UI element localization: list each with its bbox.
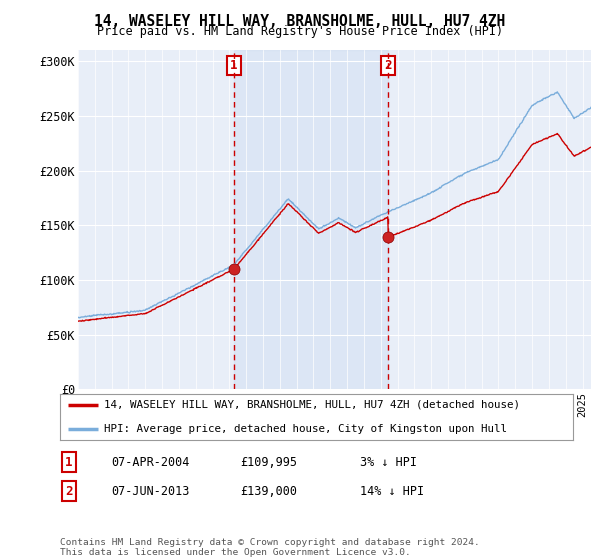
Text: HPI: Average price, detached house, City of Kingston upon Hull: HPI: Average price, detached house, City…	[104, 423, 506, 433]
Text: 07-APR-2004: 07-APR-2004	[111, 455, 190, 469]
Text: 14, WASELEY HILL WAY, BRANSHOLME, HULL, HU7 4ZH: 14, WASELEY HILL WAY, BRANSHOLME, HULL, …	[94, 14, 506, 29]
Text: Price paid vs. HM Land Registry's House Price Index (HPI): Price paid vs. HM Land Registry's House …	[97, 25, 503, 38]
Text: 3% ↓ HPI: 3% ↓ HPI	[360, 455, 417, 469]
Text: 14, WASELEY HILL WAY, BRANSHOLME, HULL, HU7 4ZH (detached house): 14, WASELEY HILL WAY, BRANSHOLME, HULL, …	[104, 400, 520, 410]
Text: 1: 1	[65, 455, 73, 469]
Text: 2: 2	[385, 59, 392, 72]
Text: 1: 1	[230, 59, 238, 72]
Text: 14% ↓ HPI: 14% ↓ HPI	[360, 484, 424, 498]
Text: £139,000: £139,000	[240, 484, 297, 498]
Text: 2: 2	[65, 484, 73, 498]
Bar	[234, 50, 388, 389]
Text: Contains HM Land Registry data © Crown copyright and database right 2024.
This d: Contains HM Land Registry data © Crown c…	[60, 538, 480, 557]
Text: 07-JUN-2013: 07-JUN-2013	[111, 484, 190, 498]
Text: £109,995: £109,995	[240, 455, 297, 469]
